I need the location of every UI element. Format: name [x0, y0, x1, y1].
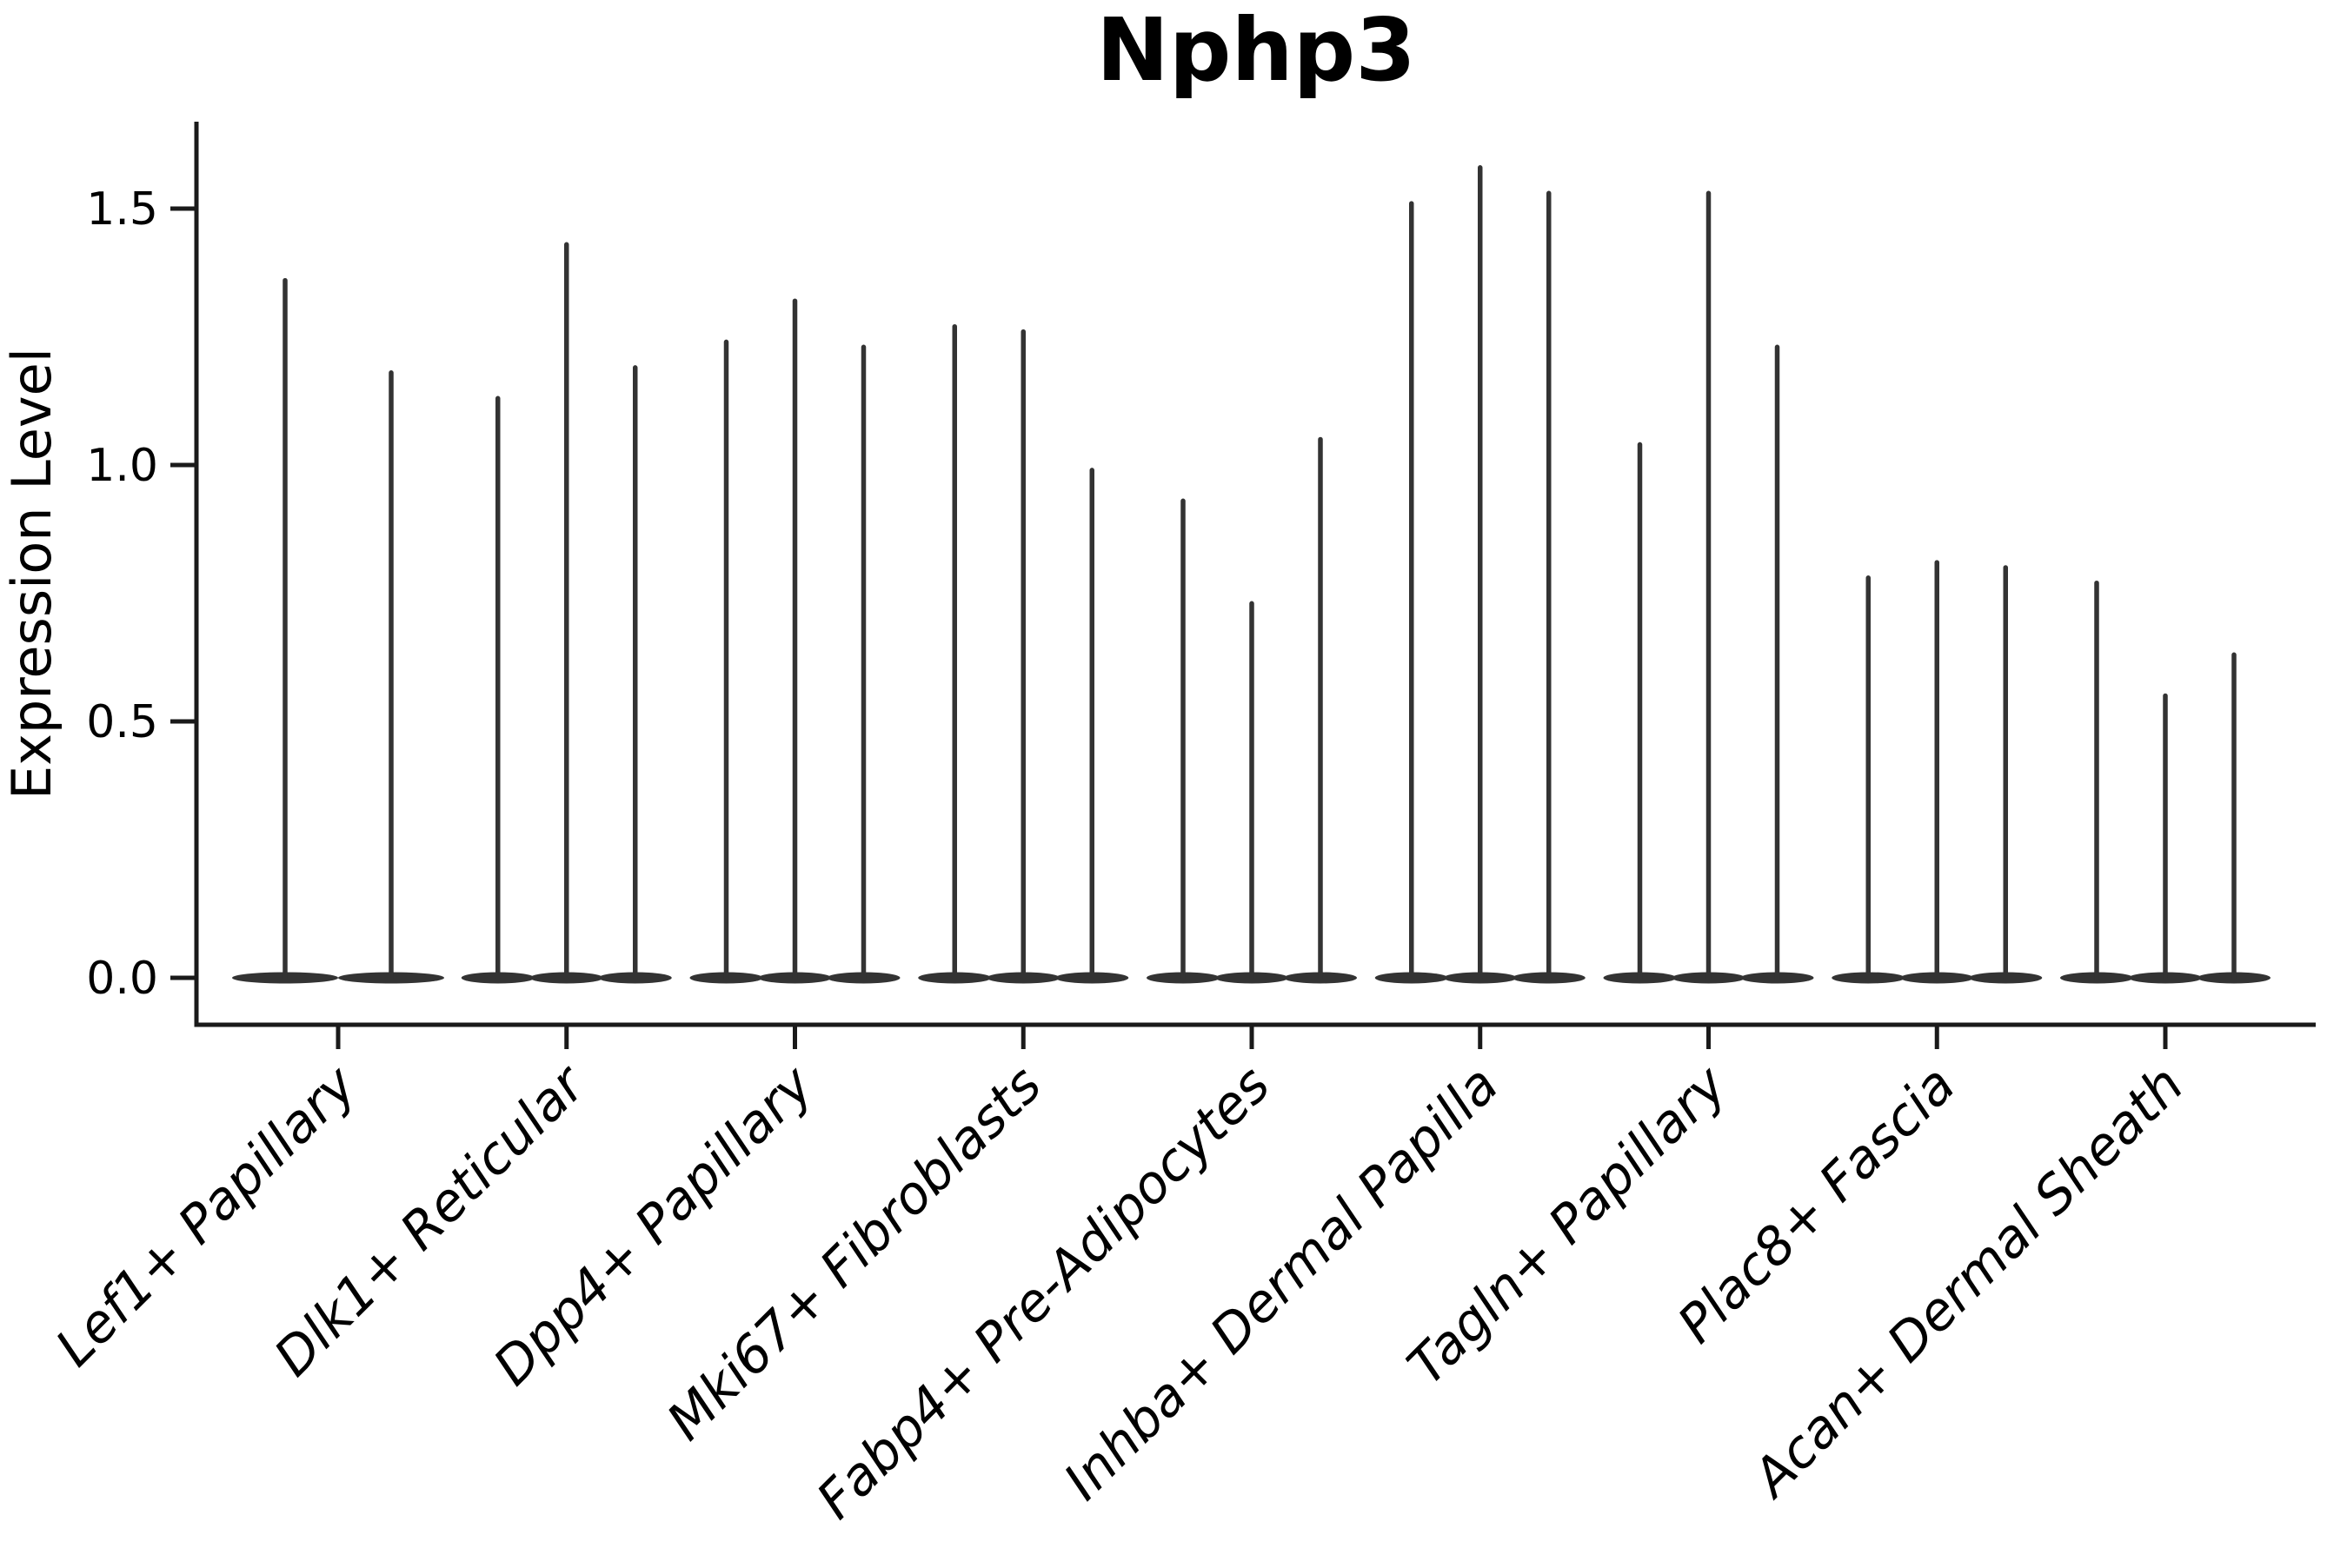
x-category-label: Inhba+ Dermal Papilla: [1053, 1054, 1510, 1512]
violin-group: [1832, 560, 2043, 984]
violin-group: [461, 242, 672, 984]
y-tick-label: 1.0: [86, 440, 158, 492]
y-tick-label: 1.5: [86, 183, 158, 236]
violins-layer: [232, 165, 2271, 984]
x-category-label: Mki67+ Fibroblasts: [655, 1054, 1054, 1452]
y-tick-label: 0.0: [86, 953, 158, 1005]
violin-group: [1147, 436, 1357, 984]
violin-group: [232, 277, 444, 984]
violin-group: [2060, 580, 2271, 984]
y-axis-label: Expression Level: [0, 348, 63, 800]
violin-group: [1374, 165, 1586, 984]
x-category-label: Acan+ Dermal Sheath: [1739, 1054, 2196, 1511]
violin-group: [689, 298, 901, 984]
violin-group: [918, 323, 1129, 984]
y-tick-label: 0.5: [86, 696, 158, 748]
chart-title: Nphp3: [1096, 0, 1416, 101]
x-category-label: Fabp4+ Pre-Adipocytes: [805, 1054, 1281, 1531]
violin-group: [1603, 190, 1814, 984]
